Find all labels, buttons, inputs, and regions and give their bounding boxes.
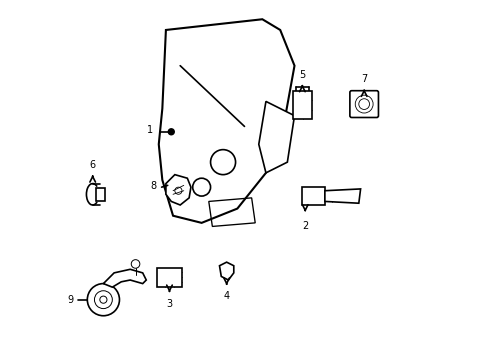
Circle shape — [100, 296, 107, 303]
Polygon shape — [219, 262, 233, 280]
Circle shape — [192, 178, 210, 196]
Text: 7: 7 — [360, 74, 366, 84]
Text: 4: 4 — [223, 292, 229, 301]
Polygon shape — [165, 175, 190, 205]
Bar — [157, 267, 182, 287]
Circle shape — [210, 150, 235, 175]
FancyBboxPatch shape — [349, 91, 378, 117]
Text: 2: 2 — [302, 221, 308, 231]
Text: 8: 8 — [150, 181, 157, 192]
Polygon shape — [258, 102, 294, 173]
Bar — [301, 187, 324, 205]
Bar — [292, 91, 312, 119]
Circle shape — [168, 129, 174, 135]
Text: 5: 5 — [299, 70, 305, 80]
Bar — [96, 188, 105, 201]
Polygon shape — [324, 189, 360, 203]
Text: 3: 3 — [166, 298, 172, 309]
Text: 6: 6 — [89, 160, 96, 170]
Text: 9: 9 — [67, 295, 74, 305]
Text: 1: 1 — [147, 125, 153, 135]
Polygon shape — [159, 19, 294, 223]
Polygon shape — [103, 269, 146, 287]
